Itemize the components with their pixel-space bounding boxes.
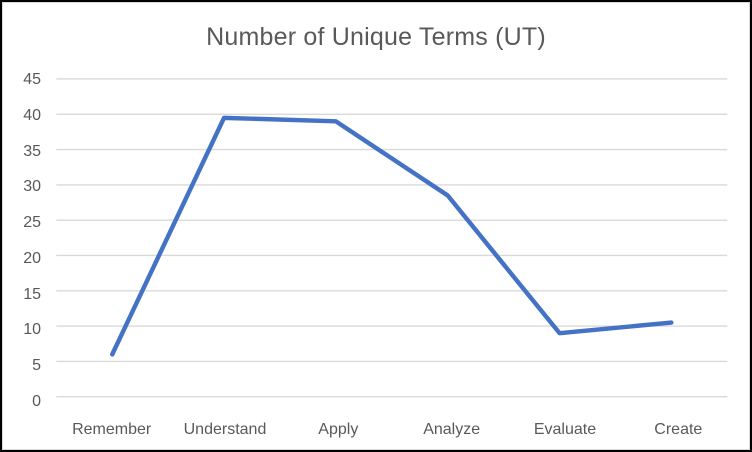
chart-title: Number of Unique Terms (UT) bbox=[206, 23, 546, 51]
plot-area bbox=[56, 78, 728, 398]
y-tick-label: 30 bbox=[23, 178, 41, 196]
y-tick-label: 15 bbox=[23, 285, 41, 303]
y-tick-label: 0 bbox=[32, 393, 41, 410]
series-polyline bbox=[110, 115, 674, 357]
data-series-line bbox=[110, 115, 674, 357]
y-tick-label: 10 bbox=[23, 321, 41, 339]
y-tick-label: 35 bbox=[23, 142, 41, 160]
gridlines bbox=[56, 78, 728, 398]
y-tick-label: 20 bbox=[23, 249, 41, 267]
y-tick-label: 25 bbox=[23, 214, 41, 232]
x-category-label: Remember bbox=[72, 421, 152, 438]
x-category-label: Apply bbox=[318, 421, 359, 438]
x-category-label: Analyze bbox=[423, 421, 481, 438]
x-category-label: Create bbox=[654, 421, 703, 438]
y-tick-label: 45 bbox=[23, 71, 41, 88]
y-tick-label: 40 bbox=[23, 106, 41, 124]
x-category-label: Understand bbox=[183, 421, 267, 438]
x-category-label: Evaluate bbox=[533, 421, 597, 438]
y-tick-label: 5 bbox=[32, 357, 41, 375]
